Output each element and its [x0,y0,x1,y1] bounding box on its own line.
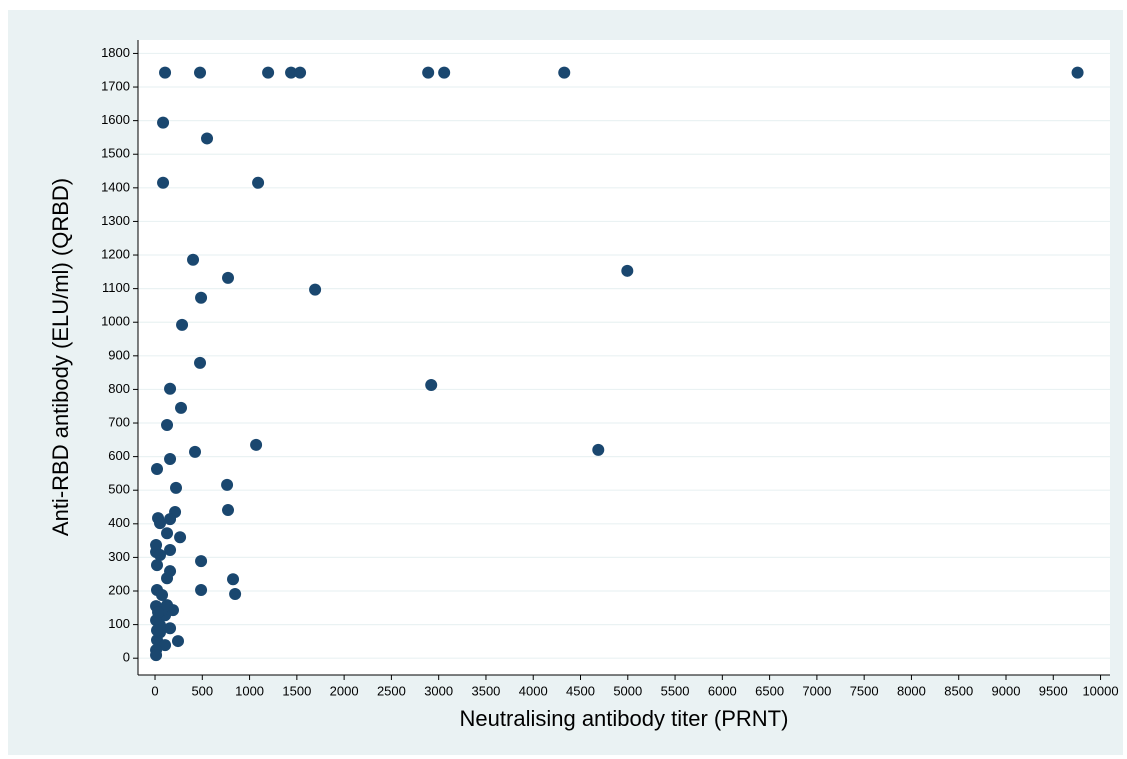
point [222,271,235,284]
point [309,283,322,296]
x-axis-title: Neutralising antibody titer (PRNT) [460,706,789,731]
point [195,555,208,568]
x-tick-label: 7500 [850,683,879,698]
point [161,419,174,432]
point [189,445,202,458]
point [152,606,165,619]
point [592,443,605,456]
point [161,599,174,612]
x-tick-label: 6000 [708,683,737,698]
point [157,116,170,129]
plot-area [138,40,1110,675]
point [157,176,170,189]
point [151,624,164,637]
x-tick-label: 0 [151,683,158,698]
point [151,463,164,476]
x-tick-label: 2000 [330,683,359,698]
y-tick-label: 1300 [101,213,130,228]
y-tick-label: 400 [108,515,130,530]
point [154,549,167,562]
point [194,356,207,369]
x-tick-label: 500 [191,683,213,698]
y-tick-label: 0 [123,650,130,665]
point [422,66,435,79]
x-tick-label: 5500 [661,683,690,698]
y-tick-label: 300 [108,549,130,564]
point [201,132,214,145]
y-tick-label: 1700 [101,78,130,93]
x-tick-label: 10000 [1082,683,1118,698]
y-tick-label: 1600 [101,112,130,127]
y-tick-label: 700 [108,414,130,429]
y-tick-label: 500 [108,482,130,497]
point [194,66,207,79]
x-tick-label: 7000 [802,683,831,698]
point [1071,66,1084,79]
x-tick-label: 2500 [377,683,406,698]
x-tick-label: 3000 [424,683,453,698]
y-axis-title: Anti-RBD antibody (ELU/ml) (QRBD) [48,178,73,536]
y-tick-label: 1500 [101,146,130,161]
point [159,66,172,79]
y-tick-label: 600 [108,448,130,463]
point [176,318,189,331]
y-tick-label: 200 [108,582,130,597]
point [161,572,174,585]
point [164,382,177,395]
point [164,513,177,526]
point [227,573,240,586]
y-tick-label: 1100 [102,280,130,295]
point [171,635,184,648]
point [164,452,177,465]
x-tick-label: 9000 [992,683,1021,698]
point [150,649,163,662]
x-tick-label: 8000 [897,683,926,698]
point [250,438,263,451]
y-tick-label: 1400 [101,179,130,194]
point [621,264,634,277]
point [222,504,235,517]
point [425,379,438,392]
x-tick-label: 6500 [755,683,784,698]
point [151,559,164,572]
x-tick-label: 4500 [566,683,595,698]
point [164,544,177,557]
point [156,589,169,602]
x-tick-label: 1500 [282,683,311,698]
point [161,527,174,540]
point [159,639,172,652]
point [187,253,200,266]
point [229,588,242,601]
point [170,481,183,494]
y-tick-label: 800 [108,381,130,396]
point [174,531,187,544]
x-tick-label: 9500 [1039,683,1068,698]
point [154,517,167,530]
y-tick-label: 1800 [101,45,130,60]
x-tick-label: 8500 [944,683,973,698]
y-tick-label: 1000 [101,314,130,329]
point [164,622,177,635]
x-tick-label: 1000 [235,683,264,698]
y-tick-label: 1200 [101,246,130,261]
point [558,66,571,79]
point [195,583,208,596]
x-tick-label: 5000 [613,683,642,698]
point [285,66,298,79]
point [175,401,188,414]
point [262,66,275,79]
point [195,291,208,304]
point [438,66,451,79]
x-tick-label: 3500 [471,683,500,698]
point [294,66,307,79]
point [221,478,234,491]
point [252,176,265,189]
x-tick-label: 4000 [519,683,548,698]
y-tick-label: 100 [108,616,130,631]
y-tick-label: 900 [108,347,130,362]
